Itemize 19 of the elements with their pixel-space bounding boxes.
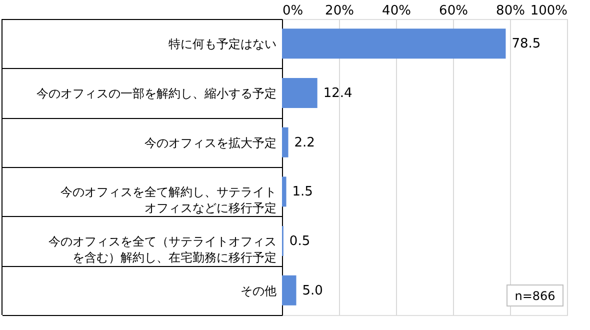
x-tick-label: 0% (282, 4, 304, 18)
y-tick-label: 今のオフィスを全て（サテライトオフィスを含む）解約し、在宅勤務に移行予定 (48, 234, 276, 264)
y-tick-label: 今のオフィスを拡大予定 (144, 136, 276, 150)
y-tick-label: 今のオフィスを全て解約し、サテライトオフィスなどに移行予定 (60, 185, 276, 216)
annotation: n=866 (514, 289, 556, 303)
y-tick-label: 今のオフィスの一部を解約し、縮小する予定 (36, 86, 276, 100)
x-tick-label: 60% (439, 4, 468, 18)
data-label: 78.5 (512, 36, 541, 52)
data-label: 12.4 (323, 86, 352, 101)
x-tick-label: 100% (530, 4, 568, 18)
x-tick-label: 40% (382, 4, 411, 18)
x-tick-label: 80% (496, 4, 525, 18)
x-tick-label: 20% (325, 4, 354, 18)
y-tick-label: その他 (240, 284, 276, 298)
data-label: 1.5 (292, 184, 313, 200)
data-label: 5.0 (302, 283, 323, 298)
y-tick-label: 特に何も予定はない (168, 37, 276, 52)
data-label: 0.5 (289, 234, 310, 249)
data-label: 2.2 (294, 135, 315, 150)
